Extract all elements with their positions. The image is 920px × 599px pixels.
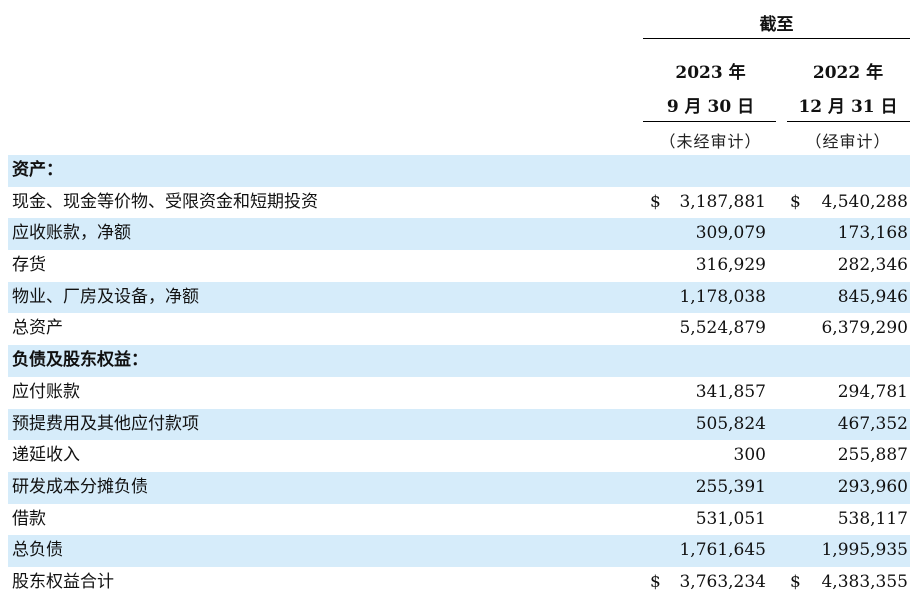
table-row: 股东权益合计 $ $3,763,234 4,383,355: [8, 567, 910, 599]
row-label: 预提费用及其他应付款项: [12, 413, 199, 434]
currency-symbol: $: [790, 571, 801, 592]
value-2022-12-31: 845,946: [837, 286, 908, 307]
table-row: 物业、厂房及设备，净额 1,178,038 845,946: [8, 281, 910, 314]
table-row: 预提费用及其他应付款项 505,824 467,352: [8, 408, 910, 441]
table-row: 应收账款，净额 309,079 173,168: [8, 218, 910, 251]
col2-date: 12 月 31 日: [798, 97, 898, 117]
row-label: 借款: [12, 508, 46, 529]
table-row: 现金、现金等价物、受限资金和短期投资 $ $3,187,881 4,540,288: [8, 187, 910, 219]
section-label: 资产：: [12, 160, 63, 180]
row-label: 现金、现金等价物、受限资金和短期投资: [12, 191, 318, 212]
currency-symbol: $: [790, 191, 801, 212]
row-label: 应收账款，净额: [12, 223, 131, 244]
table-row: 总资产 5,524,879 6,379,290: [8, 313, 910, 345]
table-row: 存货 316,929 282,346: [8, 250, 910, 282]
table-row: 应付账款 341,857 294,781: [8, 377, 910, 409]
value-2022-12-31: 538,117: [837, 508, 908, 529]
value-2022-12-31: 255,887: [837, 445, 908, 466]
currency-symbol: $: [650, 571, 661, 592]
currency-symbol: $: [650, 191, 661, 212]
value-2022-12-31: 173,168: [837, 223, 908, 244]
value-2022-12-31: 4,540,288: [821, 191, 908, 212]
col1-year: 2023 年: [675, 63, 746, 83]
col2-rule: [787, 121, 910, 122]
row-label: 研发成本分摊负债: [12, 476, 148, 497]
row-label: 总资产: [12, 318, 63, 339]
section-header-row: 资产：: [8, 155, 910, 187]
table-row: 总负债 1,761,645 1,995,935: [8, 535, 910, 567]
table-row: 借款 531,051 538,117: [8, 504, 910, 536]
value-2023-09-30: 1,178,038: [679, 286, 766, 307]
row-label: 应付账款: [12, 381, 80, 402]
table-row: 递延收入 300 255,887: [8, 440, 910, 472]
table-row: 研发成本分摊负债 255,391 293,960: [8, 471, 910, 504]
section-header-row: 负债及股东权益：: [8, 345, 910, 377]
value-2022-12-31: 293,960: [837, 476, 908, 497]
col1-audit-note: （未经审计）: [659, 132, 762, 151]
col1-rule: [643, 121, 776, 122]
value-2023-09-30: 531,051: [695, 508, 766, 529]
row-label: 存货: [12, 255, 46, 276]
row-label: 物业、厂房及设备，净额: [12, 286, 199, 307]
value-2023-09-30: 300: [733, 445, 766, 466]
value-2023-09-30: 5,524,879: [679, 318, 766, 339]
as-of-rule: [643, 38, 910, 39]
value-2023-09-30: 341,857: [695, 381, 766, 402]
value-2023-09-30: 505,824: [695, 413, 766, 434]
row-label: 总负债: [12, 540, 63, 561]
row-label: 递延收入: [12, 445, 80, 466]
section-label: 负债及股东权益：: [12, 350, 148, 371]
value-2023-09-30: 3,763,234: [679, 571, 766, 592]
col2-year: 2022 年: [812, 63, 884, 83]
value-2023-09-30: 3,187,881: [679, 191, 766, 212]
row-label: 股东权益合计: [12, 571, 114, 592]
value-2022-12-31: 6,379,290: [821, 318, 908, 339]
col2-audit-note: （经审计）: [805, 132, 891, 151]
value-2022-12-31: 282,346: [837, 255, 908, 276]
value-2022-12-31: 4,383,355: [821, 571, 908, 592]
value-2023-09-30: 316,929: [695, 255, 766, 276]
value-2023-09-30: 255,391: [695, 476, 766, 497]
balance-sheet-table: 资产： 现金、现金等价物、受限资金和短期投资 $ $3,187,881 4,540,28…: [8, 155, 910, 599]
as-of-heading: 截至: [759, 15, 794, 35]
value-2022-12-31: 467,352: [837, 413, 908, 434]
value-2022-12-31: 1,995,935: [821, 540, 908, 561]
col1-date: 9 月 30 日: [666, 97, 755, 117]
value-2023-09-30: 1,761,645: [679, 540, 766, 561]
value-2022-12-31: 294,781: [837, 381, 908, 402]
value-2023-09-30: 309,079: [695, 223, 766, 244]
